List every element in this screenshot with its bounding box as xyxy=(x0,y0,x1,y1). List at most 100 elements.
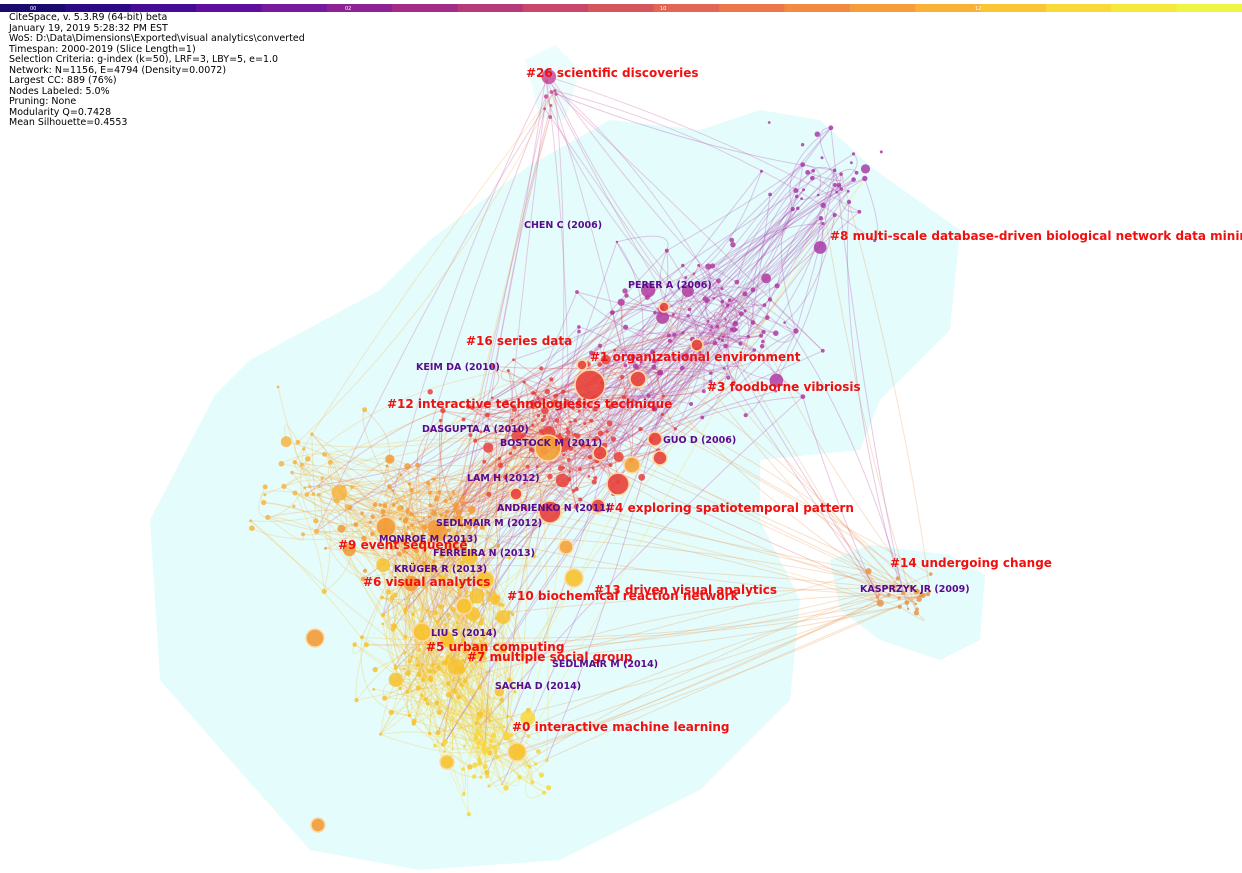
author-label[interactable]: BOSTOCK M (2011) xyxy=(500,438,602,449)
network-node[interactable] xyxy=(432,566,437,572)
network-node[interactable] xyxy=(476,741,481,746)
cluster-label[interactable]: #7 multiple social group xyxy=(467,650,633,664)
network-node[interactable] xyxy=(574,486,579,492)
network-node[interactable] xyxy=(746,335,751,339)
network-node[interactable] xyxy=(433,477,436,481)
network-node[interactable] xyxy=(327,460,333,465)
cluster-label[interactable]: #10 biochemical reaction network xyxy=(507,589,740,603)
network-node[interactable] xyxy=(390,545,396,551)
network-node[interactable] xyxy=(846,189,850,193)
network-node[interactable] xyxy=(597,430,604,437)
network-node[interactable] xyxy=(405,508,410,512)
cluster-label[interactable]: #6 visual analytics xyxy=(363,575,490,589)
network-node[interactable] xyxy=(497,462,504,468)
network-node[interactable] xyxy=(301,532,305,537)
network-node[interactable] xyxy=(281,483,287,489)
network-node[interactable] xyxy=(546,785,552,791)
network-node[interactable] xyxy=(531,406,535,410)
network-node[interactable] xyxy=(631,398,635,403)
cluster-label[interactable]: #26 scientific discoveries xyxy=(526,66,699,80)
hub-node[interactable] xyxy=(592,445,608,461)
network-node[interactable] xyxy=(588,445,592,449)
network-node[interactable] xyxy=(421,583,427,589)
network-node[interactable] xyxy=(487,784,491,788)
network-node[interactable] xyxy=(478,643,484,649)
network-node[interactable] xyxy=(489,739,494,744)
network-node[interactable] xyxy=(506,714,510,718)
network-node[interactable] xyxy=(473,524,478,529)
network-node[interactable] xyxy=(439,575,446,581)
network-node[interactable] xyxy=(926,592,930,597)
network-node[interactable] xyxy=(403,651,407,655)
network-node[interactable] xyxy=(564,399,570,405)
network-node[interactable] xyxy=(495,754,500,759)
author-label[interactable]: SACHA D (2014) xyxy=(495,681,581,692)
network-node[interactable] xyxy=(476,711,484,718)
network-node[interactable] xyxy=(439,513,444,518)
network-node[interactable] xyxy=(593,476,598,480)
network-node[interactable] xyxy=(461,549,478,565)
network-node[interactable] xyxy=(651,364,657,370)
hub-node[interactable] xyxy=(558,539,574,555)
network-node[interactable] xyxy=(385,589,391,595)
network-node[interactable] xyxy=(489,594,501,605)
network-node[interactable] xyxy=(398,686,402,690)
network-node[interactable] xyxy=(732,321,738,327)
network-node[interactable] xyxy=(438,604,442,608)
network-node[interactable] xyxy=(483,442,494,453)
network-node[interactable] xyxy=(657,370,663,376)
hub-node[interactable] xyxy=(629,370,647,388)
network-node[interactable] xyxy=(503,642,507,647)
network-node[interactable] xyxy=(361,535,367,542)
network-node[interactable] xyxy=(598,343,603,348)
network-node[interactable] xyxy=(768,192,772,197)
network-node[interactable] xyxy=(769,373,784,388)
network-node[interactable] xyxy=(407,659,412,664)
network-node[interactable] xyxy=(488,364,494,369)
network-node[interactable] xyxy=(760,169,763,173)
network-node[interactable] xyxy=(321,588,327,595)
network-node[interactable] xyxy=(344,504,350,510)
network-node[interactable] xyxy=(565,429,571,435)
hub-node[interactable] xyxy=(305,628,325,648)
network-node[interactable] xyxy=(606,420,613,427)
network-node[interactable] xyxy=(914,588,920,594)
network-node[interactable] xyxy=(477,761,482,766)
network-node[interactable] xyxy=(818,216,824,221)
network-node[interactable] xyxy=(530,780,535,785)
network-node[interactable] xyxy=(443,750,446,753)
network-node[interactable] xyxy=(354,698,359,703)
network-node[interactable] xyxy=(263,493,267,497)
network-node[interactable] xyxy=(443,498,448,503)
cluster-label[interactable]: #5 urban computing xyxy=(426,640,564,654)
network-node[interactable] xyxy=(738,341,743,346)
network-node[interactable] xyxy=(444,549,448,554)
network-node[interactable] xyxy=(486,597,491,602)
network-node[interactable] xyxy=(810,175,815,181)
network-node[interactable] xyxy=(835,190,839,194)
network-node[interactable] xyxy=(486,491,492,497)
network-node[interactable] xyxy=(623,363,628,368)
network-node[interactable] xyxy=(892,584,897,589)
network-node[interactable] xyxy=(672,332,677,337)
network-node[interactable] xyxy=(445,509,450,514)
network-node[interactable] xyxy=(407,482,412,486)
network-node[interactable] xyxy=(446,523,450,527)
network-node[interactable] xyxy=(435,730,441,736)
network-node[interactable] xyxy=(538,772,545,778)
network-node[interactable] xyxy=(390,623,396,628)
network-node[interactable] xyxy=(451,490,455,494)
network-node[interactable] xyxy=(800,197,803,201)
network-node[interactable] xyxy=(577,329,581,334)
network-node[interactable] xyxy=(410,655,414,659)
network-node[interactable] xyxy=(846,199,852,205)
network-node[interactable] xyxy=(460,495,466,501)
network-node[interactable] xyxy=(513,690,517,694)
network-node[interactable] xyxy=(492,628,495,631)
cluster-label[interactable]: #3 foodborne vibriosis xyxy=(707,380,861,394)
hub-node[interactable] xyxy=(475,570,495,590)
network-node[interactable] xyxy=(463,537,468,543)
network-node[interactable] xyxy=(452,541,458,547)
network-node[interactable] xyxy=(399,473,403,477)
network-node[interactable] xyxy=(536,413,541,418)
